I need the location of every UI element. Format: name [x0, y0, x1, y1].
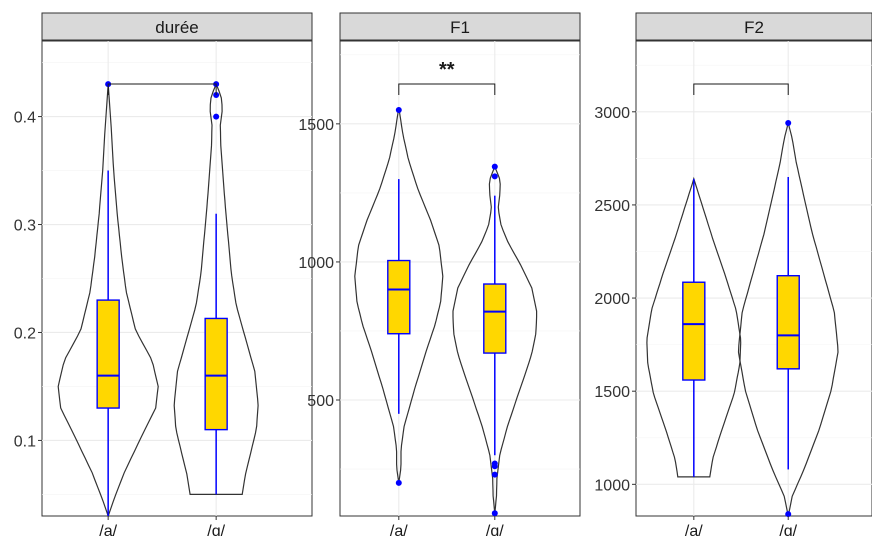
facet-title: F2 [744, 18, 764, 37]
violin-1 [646, 176, 742, 478]
facet-strip [339, 12, 581, 41]
x-tick-label: /a/ [390, 523, 408, 540]
facet-strip [635, 12, 872, 41]
comparison-bracket [398, 83, 496, 95]
iqr-box [96, 299, 120, 409]
facet-strip [41, 12, 313, 41]
y-tick-label: 0.3 [14, 218, 36, 235]
y-tick-label: 1500 [594, 384, 630, 401]
y-tick-label: 2500 [594, 198, 630, 215]
y-tick-label: 3000 [594, 105, 630, 122]
facet-title: durée [155, 18, 198, 37]
outlier-point [395, 107, 402, 114]
x-tick-label: /ɑ/ [207, 523, 225, 540]
comparison-bracket [693, 83, 789, 95]
x-tick-label: /ɑ/ [779, 523, 797, 540]
outlier-point [491, 163, 498, 170]
outlier-point [491, 510, 498, 517]
significance-label: ** [439, 59, 455, 81]
outlier-point [785, 119, 792, 126]
iqr-box [204, 317, 228, 431]
panel-background [339, 40, 581, 517]
iqr-box [776, 275, 800, 370]
x-tick-label: /a/ [99, 523, 117, 540]
y-tick-label: 0.1 [14, 433, 36, 450]
iqr-box [387, 259, 411, 335]
iqr-box [483, 283, 507, 354]
outlier-point [491, 471, 498, 478]
y-tick-label: 500 [307, 393, 334, 410]
outlier-point [491, 460, 498, 467]
outlier-point [213, 113, 220, 120]
x-tick-label: /a/ [685, 523, 703, 540]
panel-3: F2 1000 1500 2000 2500 3000/a/ /ɑ/ [594, 12, 872, 540]
outlier-point [395, 479, 402, 486]
y-tick-label: 0.4 [14, 110, 36, 127]
panel-2: F1 500 1000 1500/a/ /ɑ/ ** [298, 12, 581, 540]
x-tick-label: /ɑ/ [486, 523, 504, 540]
y-tick-label: 1000 [298, 255, 334, 272]
y-tick-label: 0.2 [14, 325, 36, 342]
comparison-bracket [107, 83, 217, 95]
facet-title: F1 [450, 18, 470, 37]
outlier-point [785, 511, 792, 518]
y-tick-label: 2000 [594, 291, 630, 308]
panel-background [635, 40, 872, 517]
violin-2 [173, 82, 259, 495]
iqr-box [682, 281, 706, 381]
y-tick-label: 1000 [594, 477, 630, 494]
y-tick-label: 1500 [298, 117, 334, 134]
panel-1: durée 0.1 0.2 0.3 0.4/a/ /ɑ/ [14, 12, 313, 540]
outlier-point [491, 173, 498, 180]
